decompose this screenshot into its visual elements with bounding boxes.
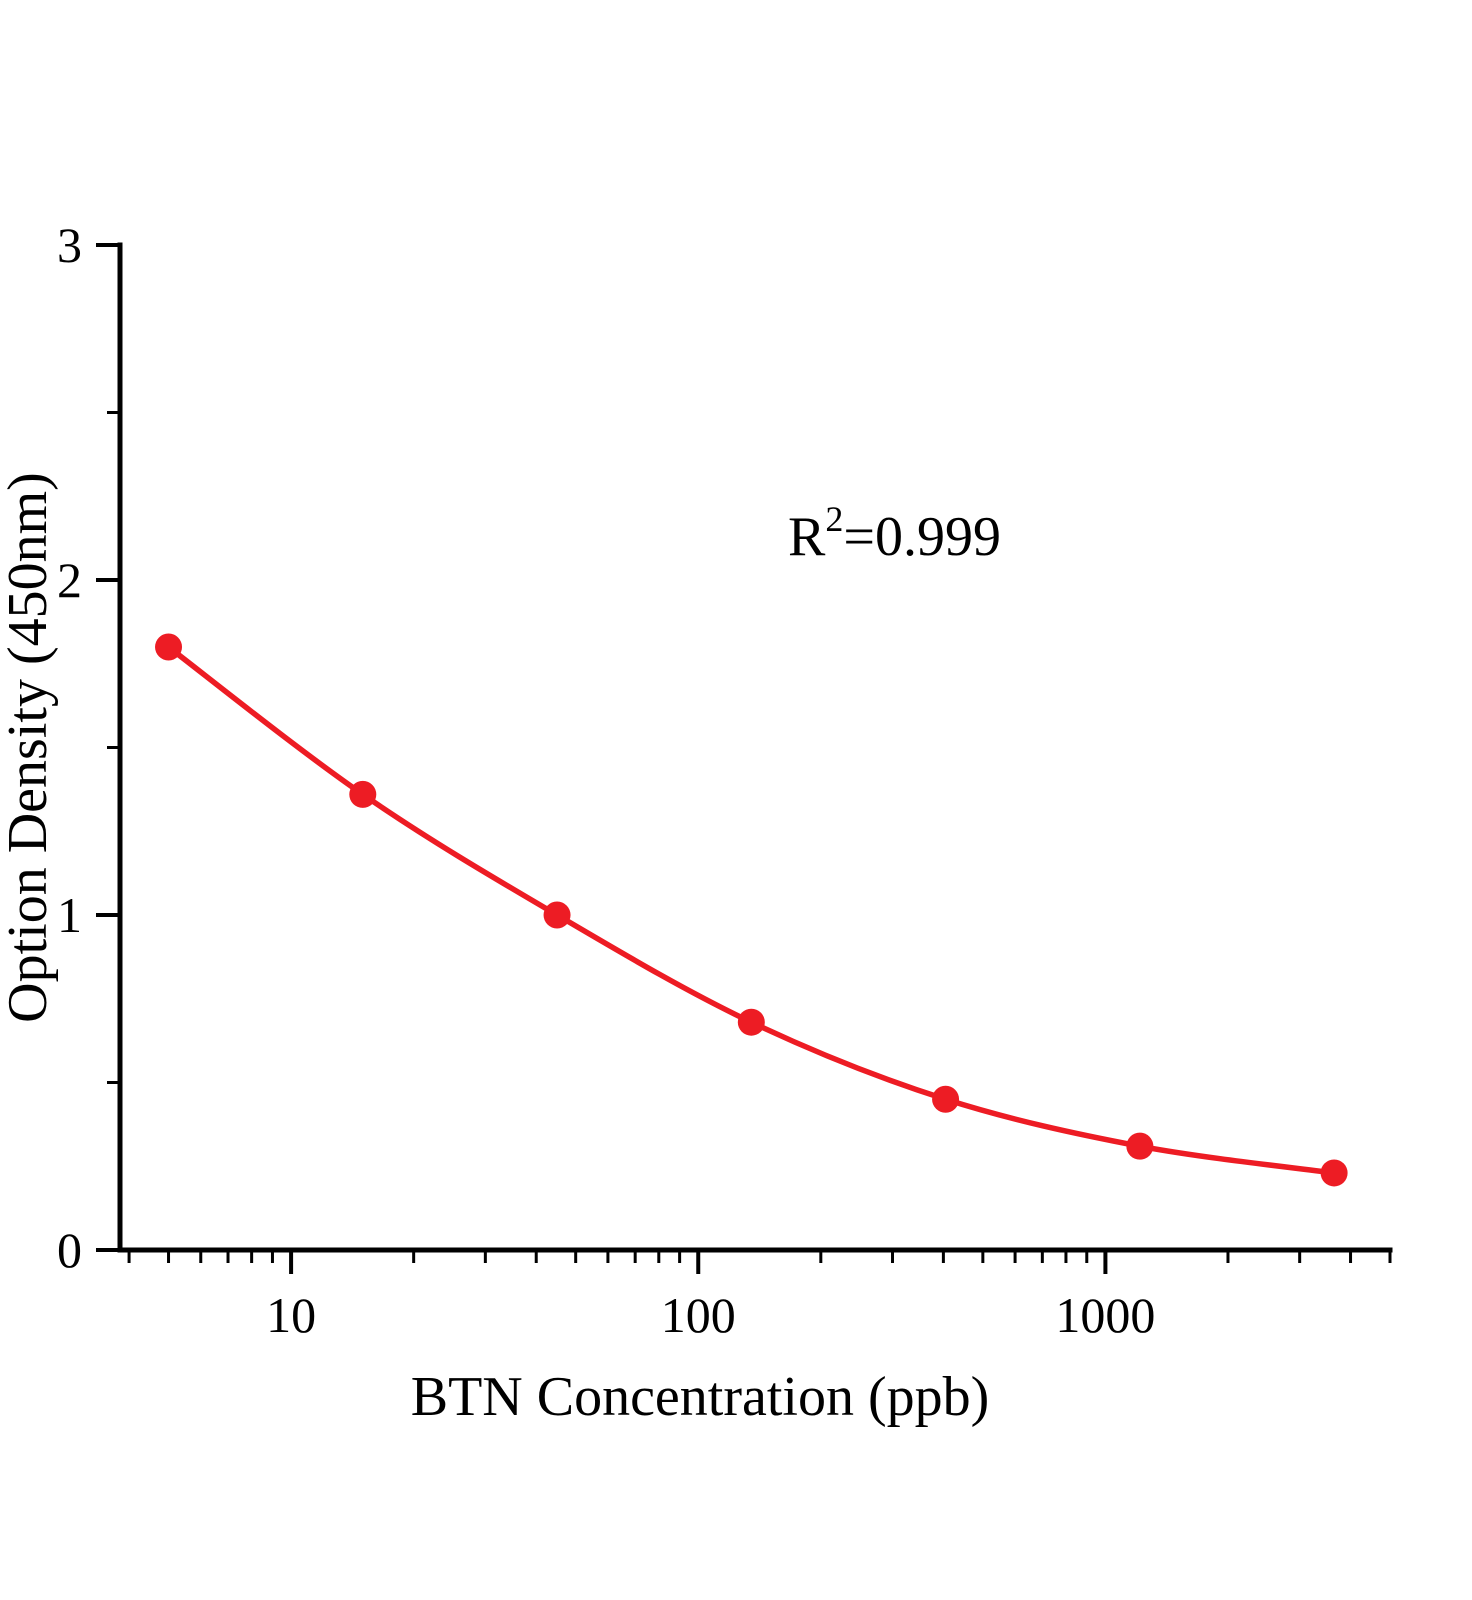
data-point	[1320, 1159, 1348, 1187]
x-tick-label: 1000	[1055, 1287, 1155, 1343]
data-point	[737, 1008, 765, 1036]
r-squared-annotation: R2=0.999	[788, 499, 1001, 568]
y-axis-title: Option Density (450nm)	[0, 472, 59, 1023]
data-point	[155, 633, 183, 661]
y-tick-label: 2	[57, 552, 82, 608]
standard-curve-line	[165, 644, 1337, 1176]
x-tick-label: 10	[266, 1287, 316, 1343]
x-tick-label: 100	[661, 1287, 736, 1343]
x-axis-title: BTN Concentration (ppb)	[411, 1366, 990, 1428]
data-point	[543, 901, 571, 929]
y-tick-label: 3	[57, 217, 82, 273]
y-tick-label: 1	[57, 887, 82, 943]
y-tick-label: 0	[57, 1222, 82, 1278]
data-point	[932, 1085, 960, 1113]
data-point	[349, 780, 377, 808]
data-point	[1126, 1132, 1154, 1160]
